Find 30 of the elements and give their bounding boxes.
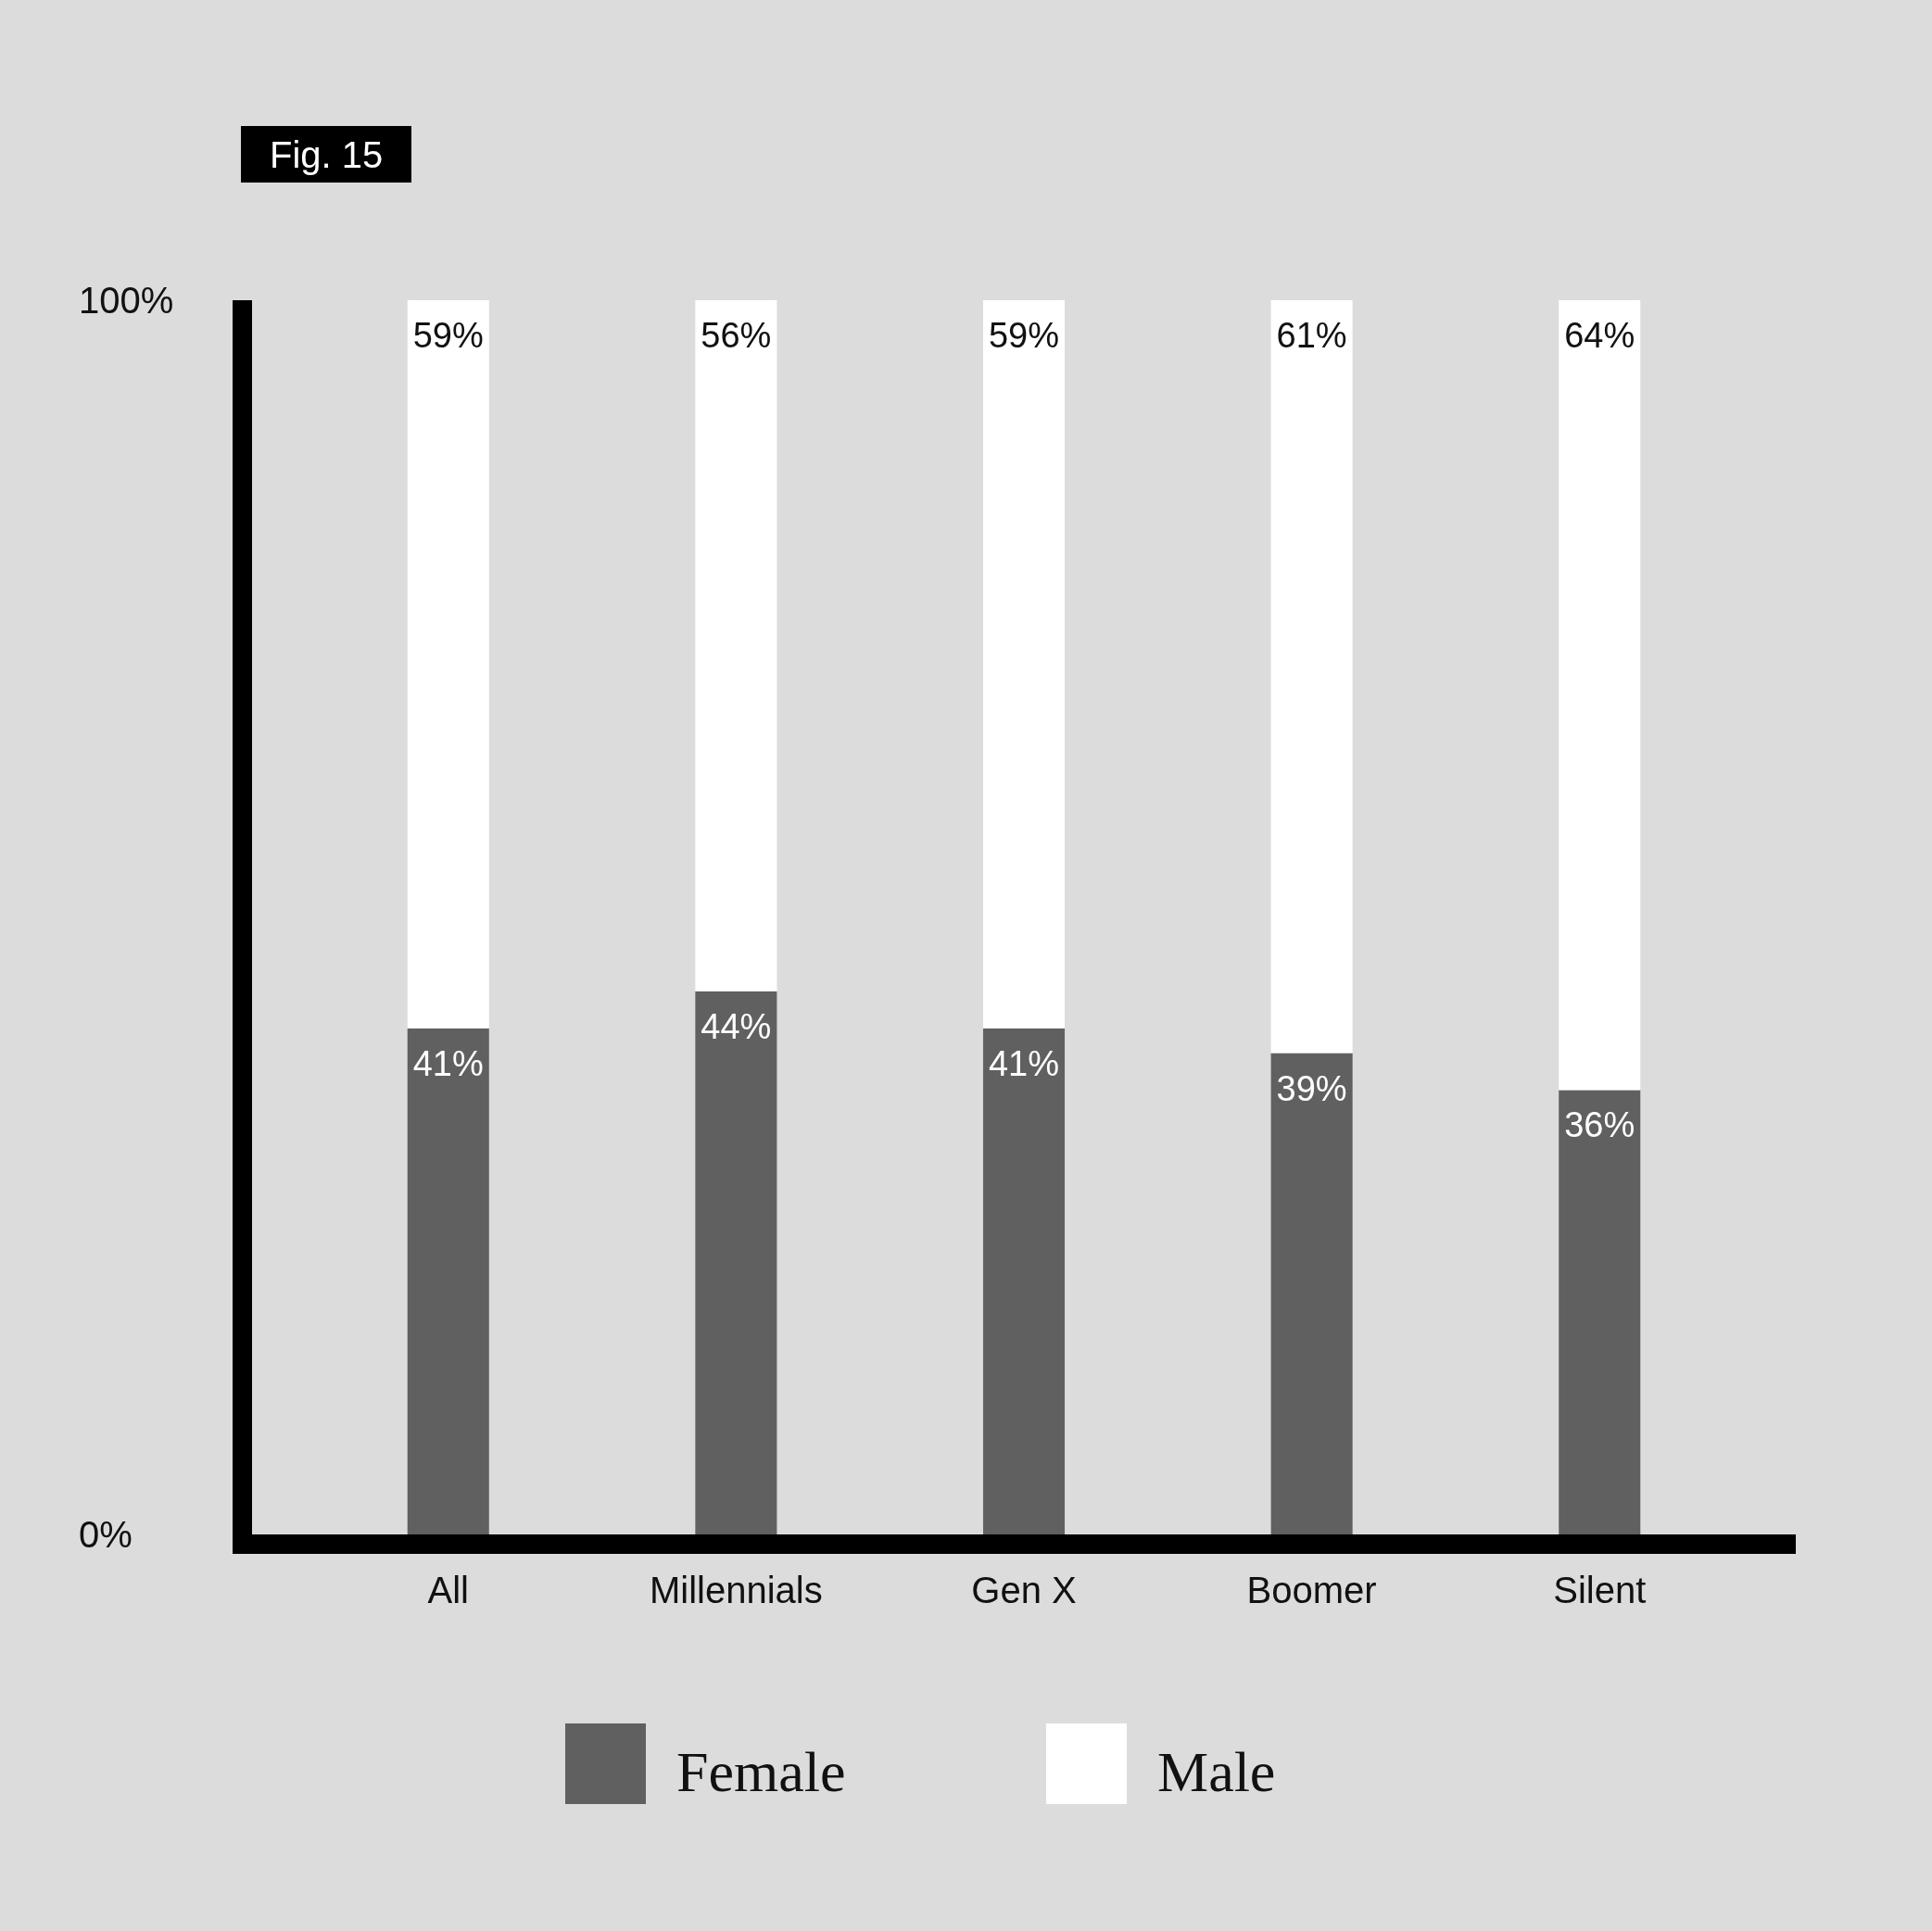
data-label: 59% [412, 316, 484, 355]
data-label: 41% [412, 1043, 484, 1083]
bar [1270, 300, 1353, 1054]
bar [407, 300, 489, 1029]
y-tick-label: 0% [79, 1514, 133, 1555]
bar [982, 300, 1066, 1029]
bar [695, 991, 777, 1534]
x-tick-label: Boomer [1246, 1570, 1377, 1610]
data-label: 59% [988, 316, 1060, 355]
data-label: 39% [1276, 1068, 1347, 1108]
legend-label: Female [676, 1740, 846, 1803]
x-tick-label: All [427, 1570, 469, 1610]
legend-label: Male [1157, 1740, 1276, 1803]
y-tick-label: 100% [79, 280, 174, 321]
bar [1270, 1053, 1353, 1534]
bar [1559, 300, 1641, 1091]
chart-title: Fig. 15 [270, 133, 384, 175]
x-tick-label: Silent [1553, 1570, 1647, 1610]
bar [407, 1028, 489, 1534]
data-label: 61% [1276, 316, 1347, 355]
bar [982, 1028, 1066, 1534]
data-label: 41% [988, 1043, 1060, 1083]
data-label: 56% [701, 316, 772, 355]
x-tick-label: Gen X [971, 1570, 1077, 1610]
bar [695, 300, 777, 991]
bar [1559, 1090, 1641, 1534]
x-tick-label: Millennials [650, 1570, 823, 1610]
data-label: 44% [701, 1006, 772, 1046]
data-label: 64% [1564, 316, 1635, 355]
data-label: 36% [1564, 1105, 1635, 1145]
